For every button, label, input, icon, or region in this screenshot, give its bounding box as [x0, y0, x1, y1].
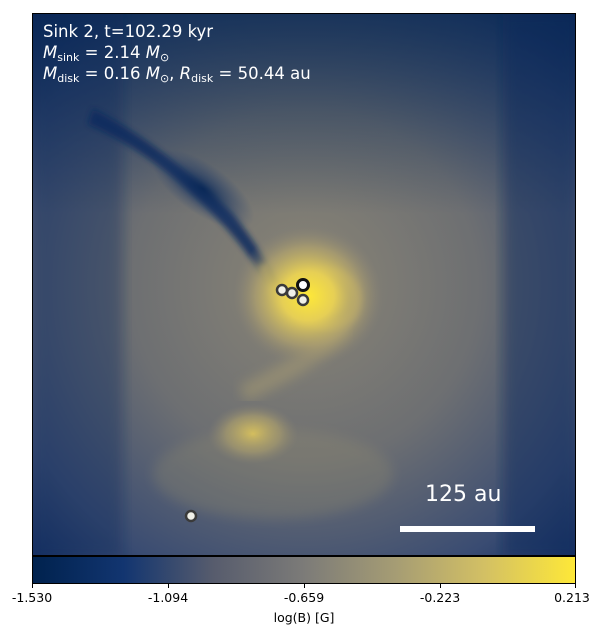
sink-marker [296, 278, 310, 292]
scale-bar [400, 526, 535, 532]
colorbar-tick [304, 584, 305, 588]
sink-marker [296, 293, 310, 307]
sink-marker [285, 286, 299, 300]
magnetic-field-map: Sink 2, t=102.29 kyr Msink = 2.14 M⊙ Mdi… [32, 13, 576, 556]
colorbar [32, 556, 576, 584]
sink-marker [275, 283, 289, 297]
sink-title: Sink 2, t=102.29 kyr [43, 22, 214, 41]
colorbar-tick-label: -0.659 [283, 590, 325, 605]
colorbar-tick [32, 584, 33, 588]
colorbar-label: log(B) [G] [273, 610, 335, 625]
colorbar-tick-label: -0.223 [419, 590, 461, 605]
colorbar-tick-label: -1.530 [11, 590, 53, 605]
scale-bar-label: 125 au [425, 482, 502, 507]
disk-properties: Mdisk = 0.16 M⊙, Rdisk = 50.44 au [43, 64, 311, 85]
sink-particles [184, 278, 310, 523]
colorbar-tick-label: 0.213 [554, 590, 590, 605]
colorbar-tick [440, 584, 441, 588]
field-image [33, 14, 575, 555]
colorbar-tick [168, 584, 169, 588]
sink-mass: Msink = 2.14 M⊙ [43, 43, 170, 64]
sink-marker [184, 509, 198, 523]
colorbar-tick-label: -1.094 [147, 590, 189, 605]
colorbar-tick [575, 584, 576, 588]
bright-core [233, 226, 383, 366]
